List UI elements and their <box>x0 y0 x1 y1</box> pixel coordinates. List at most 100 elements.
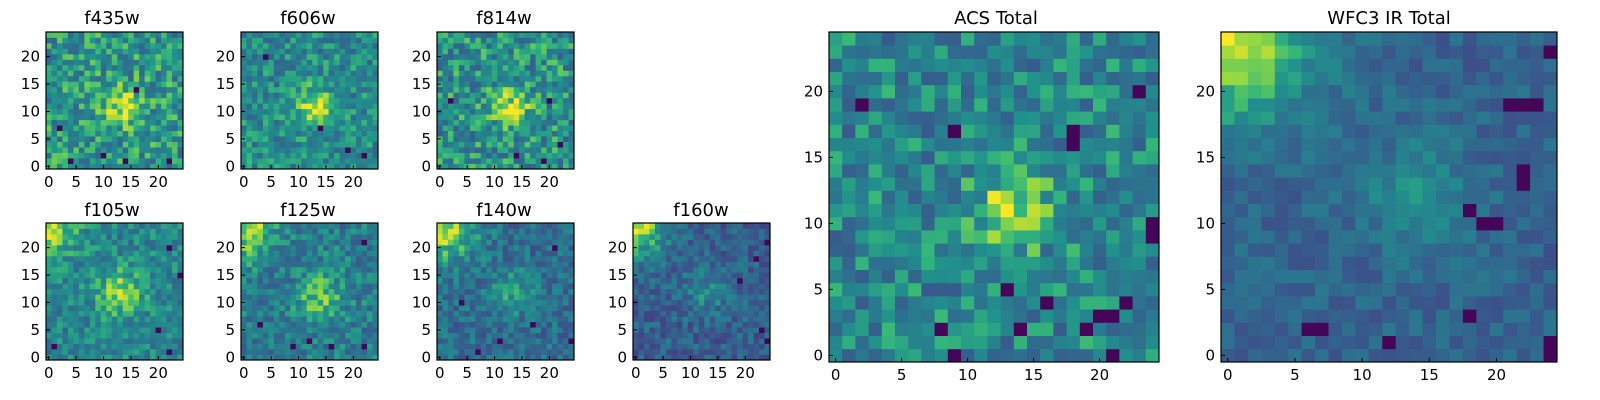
pixel-cell <box>541 42 547 49</box>
pixel-cell <box>480 81 487 88</box>
panel-f160w-title: f160w <box>673 200 728 221</box>
pixel-cell <box>1053 296 1067 310</box>
pixel-cell <box>704 288 711 295</box>
pixel-cell <box>895 190 909 204</box>
pixel-cell <box>568 239 575 246</box>
pixel-cell <box>89 147 96 153</box>
pixel-cell <box>323 239 330 246</box>
pixel-cell <box>172 103 178 110</box>
pixel-cell <box>720 338 727 344</box>
pixel-cell <box>1000 124 1015 138</box>
pixel-cell <box>1000 71 1015 86</box>
pixel-cell <box>1013 71 1028 86</box>
pixel-cell <box>726 244 733 251</box>
pixel-cell <box>257 48 264 55</box>
pixel-cell <box>469 332 476 339</box>
pixel-cell <box>111 228 118 235</box>
pixel-cell <box>111 288 118 295</box>
pixel-cell <box>51 244 58 251</box>
pixel-cell <box>464 158 471 164</box>
pixel-cell <box>698 261 705 268</box>
pixel-cell <box>546 349 553 355</box>
pixel-cell <box>855 230 869 244</box>
pixel-cell <box>458 163 465 170</box>
pixel-cell <box>284 114 291 121</box>
pixel-cell <box>726 354 733 361</box>
pixel-cell <box>557 81 564 88</box>
pixel-cell <box>759 283 765 290</box>
pixel-cell <box>177 327 184 333</box>
pixel-cell <box>372 283 379 290</box>
pixel-cell <box>73 305 80 312</box>
pixel-cell <box>546 277 553 284</box>
pixel-cell <box>128 299 135 306</box>
pixel-cell <box>535 42 542 49</box>
pixel-cell <box>961 164 975 178</box>
pixel-cell <box>458 147 465 153</box>
pixel-cell <box>947 84 962 99</box>
pixel-cell <box>111 48 118 55</box>
pixel-cell <box>312 327 319 333</box>
pixel-cell <box>541 92 547 99</box>
pixel-cell <box>317 223 324 229</box>
pixel-cell <box>284 332 291 339</box>
pixel-cell <box>273 288 280 295</box>
pixel-cell <box>317 261 324 268</box>
pixel-cell <box>753 299 760 306</box>
pixel-cell <box>665 283 672 290</box>
pixel-cell <box>128 228 135 235</box>
pixel-cell <box>106 305 113 312</box>
pixel-cell <box>519 81 526 88</box>
pixel-cell <box>868 164 883 178</box>
pixel-cell <box>317 349 324 355</box>
pixel-cell <box>177 125 184 132</box>
pixel-cell <box>464 32 471 38</box>
pixel-cell <box>356 332 362 339</box>
pixel-cell <box>46 158 52 164</box>
pixel-cell <box>1053 164 1067 178</box>
pixel-cell <box>759 310 765 317</box>
pixel-cell <box>687 332 694 339</box>
pixel-cell <box>748 250 754 257</box>
pixel-cell <box>161 349 167 355</box>
pixel-cell <box>301 147 308 153</box>
pixel-cell <box>56 272 63 279</box>
pixel-cell <box>166 136 173 142</box>
pixel-cell <box>895 111 909 125</box>
pixel-cell <box>469 141 476 148</box>
pixel-cell <box>671 233 678 240</box>
pixel-cell <box>491 327 498 333</box>
pixel-cell <box>139 136 146 142</box>
pixel-cell <box>89 299 96 306</box>
pixel-cell <box>166 147 173 153</box>
pixel-cell <box>698 294 705 301</box>
pixel-cell <box>62 32 69 38</box>
pixel-cell <box>568 228 575 235</box>
pixel-cell <box>339 250 346 257</box>
pixel-cell <box>895 137 909 152</box>
pixel-cell <box>764 299 771 306</box>
pixel-cell <box>78 244 85 251</box>
pixel-cell <box>1040 177 1054 191</box>
pixel-cell <box>535 349 542 355</box>
pixel-cell <box>290 338 297 344</box>
pixel-cell <box>172 354 178 361</box>
pixel-cell <box>284 53 291 60</box>
pixel-cell <box>519 266 526 273</box>
pixel-cell <box>323 86 330 93</box>
pixel-cell <box>508 81 515 88</box>
pixel-cell <box>56 321 63 328</box>
pixel-cell <box>172 338 178 344</box>
pixel-cell <box>502 354 509 361</box>
pixel-cell <box>139 92 146 99</box>
pixel-cell <box>290 119 297 126</box>
pixel-cell <box>334 310 341 317</box>
pixel-cell <box>172 343 178 350</box>
pixel-cell <box>367 272 373 279</box>
pixel-cell <box>67 310 74 317</box>
pixel-cell <box>704 233 711 240</box>
pixel-cell <box>100 64 107 71</box>
pixel-cell <box>350 338 357 344</box>
pixel-cell <box>133 163 140 170</box>
pixel-cell <box>150 81 156 88</box>
